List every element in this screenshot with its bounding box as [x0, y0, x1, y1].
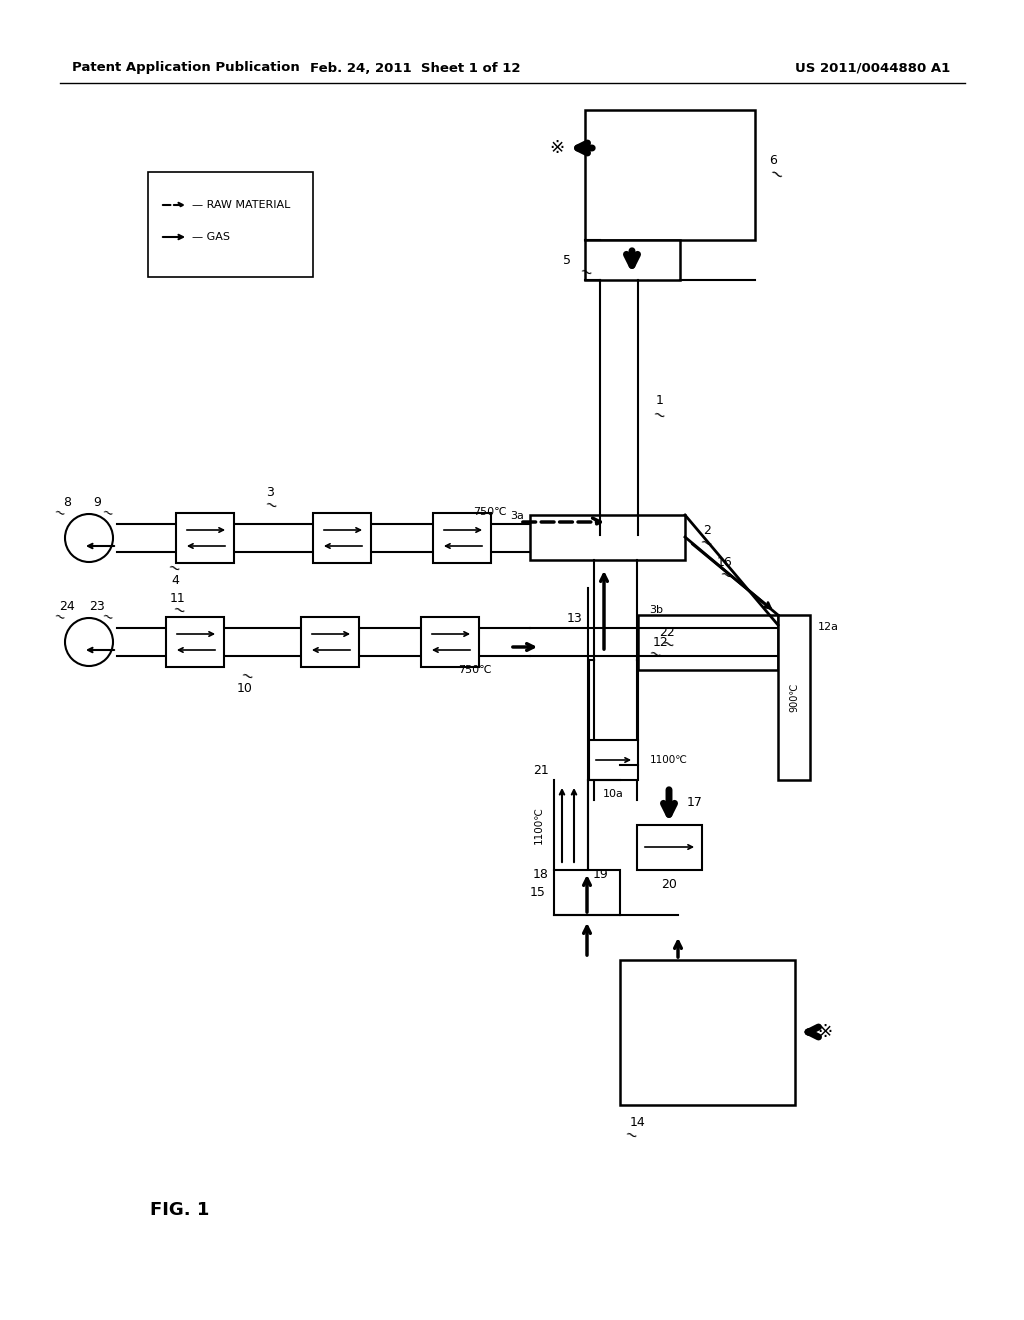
Text: 15: 15: [530, 886, 546, 899]
Text: ~: ~: [717, 566, 734, 585]
Bar: [176, 513, 234, 564]
Text: 3a: 3a: [510, 511, 524, 521]
Bar: [585, 240, 680, 280]
Text: 2: 2: [703, 524, 711, 536]
Text: Feb. 24, 2011  Sheet 1 of 12: Feb. 24, 2011 Sheet 1 of 12: [309, 62, 520, 74]
Text: ~: ~: [697, 533, 714, 552]
Text: 6: 6: [769, 153, 777, 166]
Text: 12a: 12a: [818, 622, 839, 632]
Bar: [585, 110, 755, 240]
Text: 21: 21: [534, 763, 549, 776]
Text: 12: 12: [653, 635, 669, 648]
Text: Patent Application Publication: Patent Application Publication: [72, 62, 300, 74]
Text: ~: ~: [51, 610, 67, 627]
Text: FIG. 1: FIG. 1: [150, 1201, 209, 1218]
Bar: [530, 515, 685, 560]
Text: ~: ~: [165, 558, 182, 577]
Text: 3b: 3b: [649, 605, 663, 615]
Text: 17: 17: [687, 796, 702, 809]
Bar: [554, 870, 620, 915]
Text: ~: ~: [99, 506, 115, 523]
Text: 23: 23: [89, 601, 104, 614]
Text: 5: 5: [563, 253, 571, 267]
Text: ~: ~: [99, 610, 115, 627]
Text: ※: ※: [817, 1023, 833, 1041]
Text: ~: ~: [577, 263, 594, 281]
Bar: [148, 172, 313, 277]
Text: US 2011/0044880 A1: US 2011/0044880 A1: [795, 62, 950, 74]
Text: 1100℃: 1100℃: [534, 807, 544, 843]
Bar: [778, 615, 810, 780]
Bar: [313, 513, 371, 564]
Text: ~: ~: [238, 667, 255, 685]
Text: ~: ~: [51, 506, 67, 523]
Text: ※: ※: [550, 139, 564, 157]
Bar: [166, 616, 224, 667]
Text: ~: ~: [262, 496, 280, 515]
Text: 18: 18: [534, 869, 549, 882]
Text: ~: ~: [659, 635, 676, 653]
Text: 8: 8: [63, 496, 71, 510]
Bar: [301, 616, 359, 667]
Text: 1: 1: [656, 393, 664, 407]
Text: 24: 24: [59, 601, 75, 614]
Bar: [433, 513, 490, 564]
Text: ~: ~: [765, 164, 786, 186]
Text: 4: 4: [171, 573, 179, 586]
Text: 3: 3: [266, 486, 274, 499]
Bar: [637, 825, 702, 870]
Text: 750℃: 750℃: [458, 665, 492, 675]
Bar: [638, 615, 778, 671]
Bar: [421, 616, 479, 667]
Text: 10: 10: [238, 681, 253, 694]
Text: ~: ~: [622, 1126, 639, 1144]
Text: 11: 11: [170, 591, 186, 605]
Text: 14: 14: [630, 1117, 646, 1130]
Text: 10a: 10a: [602, 789, 624, 799]
Text: 750℃: 750℃: [473, 507, 507, 517]
Text: 13: 13: [566, 611, 582, 624]
Text: — RAW MATERIAL: — RAW MATERIAL: [193, 201, 291, 210]
Text: 1100℃: 1100℃: [650, 755, 688, 766]
Text: 20: 20: [662, 878, 677, 891]
Text: 900℃: 900℃: [790, 682, 799, 711]
Text: — GAS: — GAS: [193, 232, 230, 242]
Text: ~: ~: [646, 644, 664, 663]
Text: 9: 9: [93, 496, 101, 510]
Bar: [620, 960, 795, 1105]
Text: ~: ~: [650, 405, 667, 424]
Text: 22: 22: [659, 626, 675, 639]
Text: ~: ~: [170, 601, 187, 619]
Text: 16: 16: [717, 556, 733, 569]
Bar: [589, 741, 638, 780]
Text: 19: 19: [593, 869, 608, 882]
